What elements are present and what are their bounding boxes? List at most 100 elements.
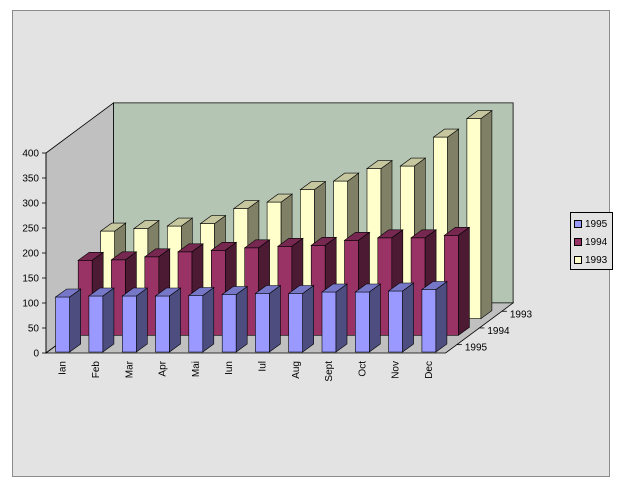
bar-side [202,286,215,353]
bar-top [177,243,204,253]
bar-front [122,295,137,353]
bar-top [221,286,249,295]
y-tick-label: 300 [22,199,39,210]
bar-side [169,287,181,353]
bar-side [302,284,315,353]
bar-top [443,227,471,236]
bar-top [132,220,160,229]
bar-side [69,288,81,353]
bar-front [188,295,204,353]
bar-top [54,288,82,298]
bar-top [420,281,448,290]
bar-top [376,229,404,239]
bar-top [332,172,360,182]
bar-top [187,287,215,296]
bar-front [155,295,170,353]
x-tick-label: Aug [291,361,302,379]
x-tick-label: Iul [257,361,268,372]
legend-swatch [574,256,582,264]
y-tick-label: 400 [22,149,39,160]
x-tick-label: Feb [91,361,102,379]
y-tick-label: 0 [33,349,39,360]
bar-front [55,296,70,353]
legend-item-1994: 1994 [574,233,612,251]
bar-side [435,280,448,353]
bar-side [102,287,115,353]
bar-front [388,290,403,353]
depth-tick-label: 1995 [465,343,488,354]
bar-top [399,157,427,167]
x-tick-label: Mar [124,360,135,378]
x-tick-label: Ian [58,361,69,375]
bar-1995-Sept [321,283,348,353]
bar-top [87,287,115,297]
bar-top [143,248,171,258]
x-tick-label: Nov [391,361,402,379]
bar-side [402,282,414,353]
x-tick-label: Sept [324,361,335,382]
bar-1993-Dec [465,110,493,320]
bar-1995-Dec [420,280,448,353]
y-tick-label: 150 [22,274,39,285]
bar-top [366,160,393,169]
bar-top [432,128,460,138]
x-tick-label: Oct [357,361,368,377]
bar-1995-Mar [121,287,149,353]
bar-side [235,285,248,353]
bar-side [368,283,381,353]
bar-top [154,287,182,297]
bar-top [310,237,338,246]
bar-top [321,283,348,293]
legend-label: 1995 [585,218,608,230]
bars-group [54,110,493,353]
depth-tick-label: 1994 [487,326,510,337]
bar-side [136,287,148,353]
legend-label: 1993 [585,254,608,266]
bar-top [121,287,149,297]
bar-top [410,229,438,239]
bar-1995-Feb [87,287,115,353]
bar-top [77,252,105,261]
bar-front [321,291,337,353]
bar-top [254,285,282,294]
legend-item-1995: 1995 [574,215,612,233]
bar-top [387,282,415,292]
bar-front [221,294,237,353]
bar-1995-Iul [254,284,282,353]
bar-top [343,232,371,241]
bar-top [299,181,327,190]
bar-top [232,200,260,209]
y-tick-label: 250 [22,224,39,235]
y-tick-label: 200 [22,249,39,260]
bar-side [335,283,348,353]
legend-swatch [574,238,582,246]
bar-front [255,293,270,353]
x-tick-label: Mai [191,361,202,377]
bar-1995-Iun [221,285,249,353]
bar-top [266,193,294,203]
x-tick-label: Apr [158,360,169,376]
bar-top [166,217,194,227]
legend-item-1993: 1993 [574,251,612,269]
bar-1995-Ian [54,288,82,353]
bar-top [243,239,271,249]
bar-side [269,284,281,353]
bar-1995-Oct [354,283,382,353]
bar-top [110,251,138,261]
bar-top [199,215,227,224]
bar-top [210,242,238,251]
x-tick-label: Dec [424,361,435,379]
bar-top [354,283,382,293]
y-tick-label: 350 [22,174,39,185]
bar-top [99,222,127,232]
bar-front [354,291,370,353]
bar-1995-Nov [387,282,415,353]
bar-front [421,289,437,353]
bar-1995-Apr [154,287,182,353]
bar-side [458,226,470,336]
y-tick-label: 100 [22,299,39,310]
bar-1995-Aug [287,284,315,353]
legend-label: 1994 [585,236,608,248]
bar-1995-Mai [187,286,215,353]
x-tick-label: Iun [224,361,235,375]
